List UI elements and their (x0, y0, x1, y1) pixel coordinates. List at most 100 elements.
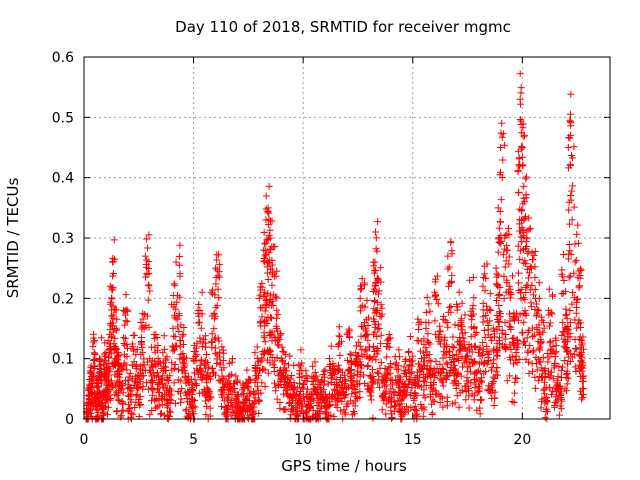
scatter-point (169, 324, 177, 332)
scatter-point (326, 361, 334, 369)
scatter-point (386, 343, 394, 351)
scatter-point (491, 388, 499, 396)
scatter-point (278, 343, 286, 351)
scatter-point (519, 120, 527, 128)
scatter-point (567, 122, 575, 130)
data-point (295, 361, 303, 369)
scatter-point (376, 383, 384, 391)
scatter-point (267, 347, 275, 355)
scatter-point (560, 277, 568, 285)
scatter-point (334, 361, 342, 369)
scatter-point (444, 282, 452, 290)
scatter-point (352, 359, 360, 367)
scatter-point (373, 332, 381, 340)
scatter-point (133, 346, 141, 354)
data-point (220, 397, 228, 405)
scatter-point (170, 365, 178, 373)
scatter-point (341, 376, 349, 384)
scatter-point (460, 338, 468, 346)
data-point (545, 306, 553, 314)
scatter-point (450, 377, 458, 385)
scatter-point (410, 394, 418, 402)
scatter-point (294, 384, 302, 392)
scatter-point (446, 303, 454, 311)
scatter-point (161, 381, 169, 389)
scatter-point (357, 286, 365, 294)
scatter-point (447, 303, 455, 311)
data-point (564, 144, 572, 151)
scatter-point (188, 384, 196, 392)
scatter-point (176, 253, 184, 261)
scatter-point (489, 360, 497, 368)
scatter-point (112, 306, 120, 314)
scatter-point (506, 310, 514, 318)
scatter-point (277, 330, 285, 338)
scatter-point (449, 333, 457, 341)
scatter-point (341, 371, 349, 379)
scatter-point (498, 119, 506, 127)
scatter-point (423, 293, 431, 301)
scatter-point (517, 286, 525, 294)
scatter-point (113, 408, 121, 416)
scatter-point (578, 385, 586, 393)
x-tick-label: 10 (294, 432, 312, 448)
scatter-point (471, 331, 479, 339)
scatter-point (258, 279, 266, 287)
scatter-point (515, 279, 523, 287)
scatter-point (113, 356, 121, 364)
scatter-point (371, 328, 379, 336)
data-point (185, 391, 193, 399)
scatter-point (511, 378, 519, 386)
scatter-point (121, 311, 129, 319)
data-point (413, 337, 421, 345)
y-tick-label: 0.2 (52, 291, 74, 307)
scatter-point (134, 384, 142, 392)
scatter-point (529, 332, 537, 340)
scatter-point (566, 306, 574, 314)
scatter-point (467, 368, 475, 376)
scatter-point (168, 359, 176, 367)
scatter-point (558, 367, 566, 375)
scatter-point (372, 356, 380, 364)
scatter-point (519, 161, 527, 169)
scatter-point (142, 263, 150, 271)
scatter-point (534, 306, 542, 314)
scatter-point (298, 400, 306, 408)
scatter-point (567, 196, 575, 204)
scatter-point (498, 133, 506, 141)
scatter-point (568, 353, 576, 361)
scatter-point (373, 368, 381, 376)
scatter-point (164, 388, 172, 396)
scatter-point (171, 399, 179, 407)
scatter-point (555, 391, 563, 399)
scatter-point (210, 310, 218, 318)
scatter-point (155, 358, 163, 366)
data-point (505, 282, 513, 290)
scatter-point (493, 351, 501, 359)
scatter-point (260, 254, 268, 262)
scatter-point (442, 341, 450, 349)
scatter-point (374, 347, 382, 355)
scatter-point (194, 319, 202, 327)
data-point (216, 361, 224, 369)
x-tick-labels: 0 5 10 15 20 (80, 432, 532, 448)
scatter-point (499, 156, 507, 164)
scatter-point (476, 344, 484, 352)
scatter-point (395, 346, 403, 354)
scatter-point (125, 381, 133, 389)
data-point (163, 385, 171, 393)
data-point (567, 131, 575, 139)
scatter-point (147, 378, 155, 386)
data-point (229, 385, 237, 393)
scatter-point (541, 370, 549, 378)
scatter-point (175, 312, 183, 320)
scatter-point (568, 300, 576, 308)
data-point (378, 373, 386, 381)
scatter-point (162, 366, 170, 374)
scatter-point (277, 376, 285, 384)
scatter-point (479, 345, 487, 353)
scatter-point (268, 297, 276, 305)
scatter-point (436, 327, 444, 335)
y-tick-label: 0.1 (52, 352, 74, 368)
scatter-point (514, 316, 522, 324)
